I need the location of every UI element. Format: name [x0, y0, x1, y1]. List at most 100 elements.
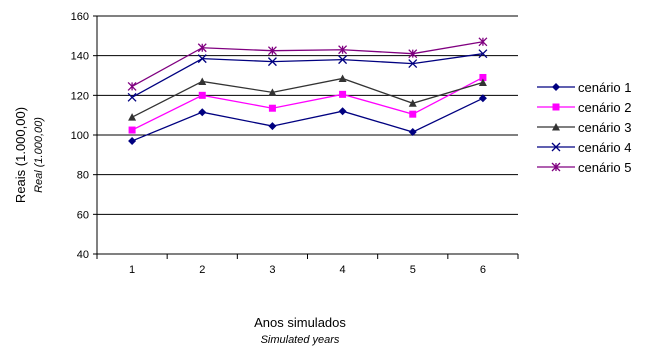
data-point: [409, 110, 417, 118]
x-marker: [408, 59, 418, 69]
x-marker: [267, 57, 277, 67]
data-point: [552, 83, 560, 91]
data-point: [478, 37, 488, 47]
data-point: [198, 91, 206, 99]
x-axis-label: Anos simulados: [254, 315, 346, 330]
data-point: [552, 103, 560, 111]
star-marker: [338, 45, 348, 55]
data-point: [339, 90, 347, 98]
data-point: [552, 123, 560, 131]
x-tick-label: 1: [129, 264, 135, 276]
x-axis-label-english: Simulated years: [261, 334, 340, 346]
series-line: [131, 97, 484, 142]
x-tick-label: 3: [269, 264, 275, 276]
diamond-marker: [478, 94, 487, 103]
y-tick-label: 80: [77, 170, 89, 182]
data-point: [268, 88, 277, 96]
series-1: [128, 94, 487, 145]
data-point: [551, 142, 561, 152]
y-tick-label: 60: [77, 209, 89, 221]
series-line: [131, 53, 484, 98]
data-point: [127, 92, 137, 102]
x-marker: [197, 54, 207, 64]
legend-label: cenário 3: [578, 120, 631, 135]
x-tick-label: 4: [340, 264, 346, 276]
data-point: [338, 107, 347, 116]
data-point: [338, 74, 347, 82]
axes: [93, 15, 519, 259]
y-tick-label: 120: [71, 90, 89, 102]
data-point: [128, 113, 137, 121]
square-marker: [339, 90, 347, 98]
star-marker: [267, 46, 277, 56]
legend-item-5: cenário 5: [537, 160, 631, 175]
x-marker: [478, 49, 488, 59]
legend-item-3: cenário 3: [537, 120, 631, 135]
data-point: [478, 78, 487, 86]
diamond-marker: [268, 122, 277, 131]
series-line: [131, 76, 484, 131]
data-point: [268, 104, 276, 112]
y-tick-label: 140: [71, 51, 89, 63]
data-point: [128, 126, 136, 134]
square-marker: [128, 126, 136, 134]
star-marker: [551, 162, 561, 172]
data-point: [338, 45, 348, 55]
legend-label: cenário 2: [578, 100, 631, 115]
square-marker: [198, 91, 206, 99]
diamond-marker: [198, 108, 207, 117]
legend-item-1: cenário 1: [537, 80, 631, 95]
star-marker: [478, 37, 488, 47]
legend-label: cenário 4: [578, 140, 631, 155]
triangle-marker: [552, 123, 560, 131]
data-point: [478, 49, 488, 59]
y-tick-label: 40: [77, 249, 89, 261]
diamond-marker: [408, 128, 417, 137]
data-point: [197, 43, 207, 53]
legend-label: cenário 5: [578, 160, 631, 175]
data-point: [408, 99, 417, 107]
series-4: [127, 49, 488, 102]
star-marker: [127, 81, 137, 91]
series-line: [131, 77, 484, 118]
data-point: [127, 81, 137, 91]
data-point: [408, 128, 417, 137]
data-point: [267, 57, 277, 67]
x-tick-label: 2: [199, 264, 205, 276]
gridlines: [97, 15, 518, 215]
data-point: [408, 59, 418, 69]
data-point: [408, 49, 418, 59]
square-marker: [268, 104, 276, 112]
data-point: [268, 122, 277, 131]
data-point: [198, 77, 207, 85]
diamond-marker: [338, 107, 347, 116]
square-marker: [479, 73, 487, 81]
x-tick-label: 6: [480, 264, 486, 276]
legend-item-4: cenário 4: [537, 140, 631, 155]
data-point: [551, 162, 561, 172]
x-tick-labels: 1 2 3 4 5 6: [129, 264, 486, 276]
square-marker: [552, 103, 560, 111]
series-group: [127, 37, 488, 145]
data-point: [479, 73, 487, 81]
diamond-marker: [128, 136, 137, 145]
data-point: [267, 46, 277, 56]
diamond-marker: [552, 83, 560, 91]
triangle-marker: [128, 113, 137, 121]
series-3: [128, 74, 487, 121]
series-2: [128, 73, 487, 134]
series-line: [131, 41, 484, 87]
data-point: [128, 136, 137, 145]
triangle-marker: [408, 99, 417, 107]
y-axis-label: Reais (1.000,00): [13, 107, 28, 203]
triangle-marker: [478, 78, 487, 86]
y-tick-label: 100: [71, 130, 89, 142]
square-marker: [409, 110, 417, 118]
x-marker: [338, 55, 348, 65]
y-axis-label-english: Real (1.000,00): [33, 117, 45, 193]
data-point: [198, 108, 207, 117]
data-point: [338, 55, 348, 65]
series-5: [127, 37, 488, 91]
star-marker: [197, 43, 207, 53]
